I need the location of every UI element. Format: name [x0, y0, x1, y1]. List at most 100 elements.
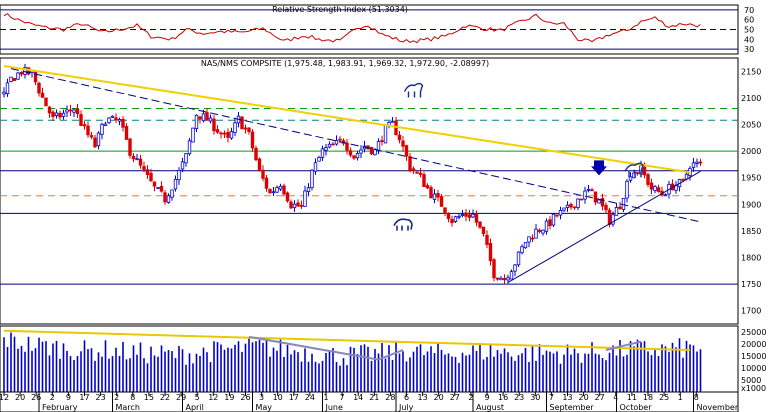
price-y-axis: 2150 2100 2050 2000 1950 1900 1850 1800 1750 1700: [741, 67, 761, 315]
candle-body: [404, 145, 409, 157]
candle-body: [163, 192, 167, 203]
x-tick-label: 23: [96, 393, 106, 402]
month-label: February: [42, 403, 78, 412]
candle-body: [607, 209, 612, 225]
candle-body: [478, 221, 482, 228]
x-tick-label: 1: [678, 393, 683, 402]
candle-body: [275, 187, 279, 193]
candle-body: [471, 213, 475, 218]
candle-body: [597, 199, 601, 204]
volume-y-tick-label: 25000: [741, 328, 766, 337]
candle-body: [558, 209, 563, 216]
candle-body: [205, 112, 209, 121]
candle-body: [219, 132, 223, 135]
candle-body: [247, 127, 251, 133]
rsi-y-tick-label: 30: [744, 45, 754, 54]
x-tick-label: 30: [530, 393, 540, 402]
candle-body: [695, 161, 699, 164]
candle-body: [460, 214, 465, 216]
x-tick-label: 14: [353, 393, 363, 402]
candle-body: [142, 166, 146, 170]
month-label: September: [550, 403, 595, 412]
volume-trendline-2: [378, 349, 404, 361]
month-label: May: [256, 403, 273, 412]
candle-body: [373, 149, 377, 156]
candle-body: [530, 237, 535, 240]
candle-body: [446, 213, 451, 219]
candle-body: [579, 198, 584, 201]
candle-body: [86, 125, 90, 136]
x-tick-label: 18: [643, 393, 653, 402]
x-tick-label: 19: [224, 393, 234, 402]
candle-body: [128, 138, 132, 156]
candle-body: [233, 122, 237, 134]
candle-body: [467, 214, 472, 218]
volume-trendline-0: [3, 329, 691, 351]
rsi-y-tick-label: 70: [744, 6, 754, 15]
candle-body: [425, 185, 430, 189]
month-label: August: [476, 403, 504, 412]
candle-body: [614, 207, 619, 216]
candle-body: [61, 112, 66, 117]
candle-body: [303, 190, 307, 207]
candle-body: [5, 82, 10, 95]
candle-body: [229, 131, 234, 139]
x-tick-label: 12: [208, 393, 218, 402]
month-label: November: [697, 403, 739, 412]
candle-body: [117, 119, 122, 122]
candle-body: [159, 185, 164, 192]
volume-trendlines: [3, 329, 691, 361]
candle-body: [604, 204, 608, 211]
price-trendline-2: [507, 170, 701, 283]
candle-body: [313, 162, 318, 172]
rsi-levels: [0, 9, 738, 50]
candle-body: [75, 108, 80, 115]
candle-body: [208, 117, 213, 122]
x-tick-label: 26: [31, 393, 41, 402]
candle-body: [422, 174, 426, 187]
candle-body: [292, 203, 297, 209]
month-label: July: [398, 403, 414, 412]
x-axis: 12 20 26 2 9 17 23 2 8 15 22 29 5 12 19 26 3 10 17 24 1 7 14 21…: [0, 391, 739, 412]
candle-body: [114, 117, 118, 121]
x-tick-labels: 12 20 26 2 9 17 23 2 8 15 22 29 5 12 19 26 3 10 17 24 1 7 14 21…: [0, 392, 699, 402]
x-tick-label: 7: [549, 393, 554, 402]
price-y-tick-label: 2050: [741, 121, 761, 130]
volume-y-tick-label: 5000: [741, 376, 761, 385]
month-label: June: [325, 403, 344, 412]
candle-body: [415, 171, 419, 174]
candle-body: [268, 189, 272, 194]
volume-trendline-1: [248, 335, 379, 361]
candle-body: [96, 132, 101, 147]
candle-body: [523, 242, 528, 249]
rsi-y-tick-label: 40: [744, 35, 754, 44]
price-trendline-1: [10, 68, 701, 223]
candle-body: [100, 124, 104, 135]
candle-body: [653, 186, 657, 191]
price-trendlines: [3, 64, 701, 283]
volume-y-tick-label: 10000: [741, 364, 766, 373]
candle-body: [649, 182, 654, 190]
candle-body: [2, 91, 6, 95]
candle-body: [250, 131, 255, 149]
candle-body: [257, 158, 262, 171]
candle-body: [33, 71, 38, 83]
x-tick-label: 2: [50, 393, 55, 402]
candle-body: [170, 189, 174, 198]
candle-body: [124, 126, 129, 140]
candle-body: [180, 161, 185, 170]
candle-body: [555, 214, 559, 217]
candle-body: [359, 149, 363, 154]
candle-body: [9, 76, 13, 82]
candle-body: [306, 187, 311, 192]
x-tick-label: 3: [259, 393, 264, 402]
candle-body: [184, 153, 188, 164]
candle-body: [355, 153, 360, 159]
candle-body: [198, 116, 202, 120]
candle-body: [628, 176, 633, 181]
candle-body: [82, 124, 87, 127]
month-labels: February March April May June July August Septe…: [38, 392, 739, 412]
x-tick-label: 20: [579, 393, 589, 402]
x-tick-label: 9: [484, 393, 489, 402]
